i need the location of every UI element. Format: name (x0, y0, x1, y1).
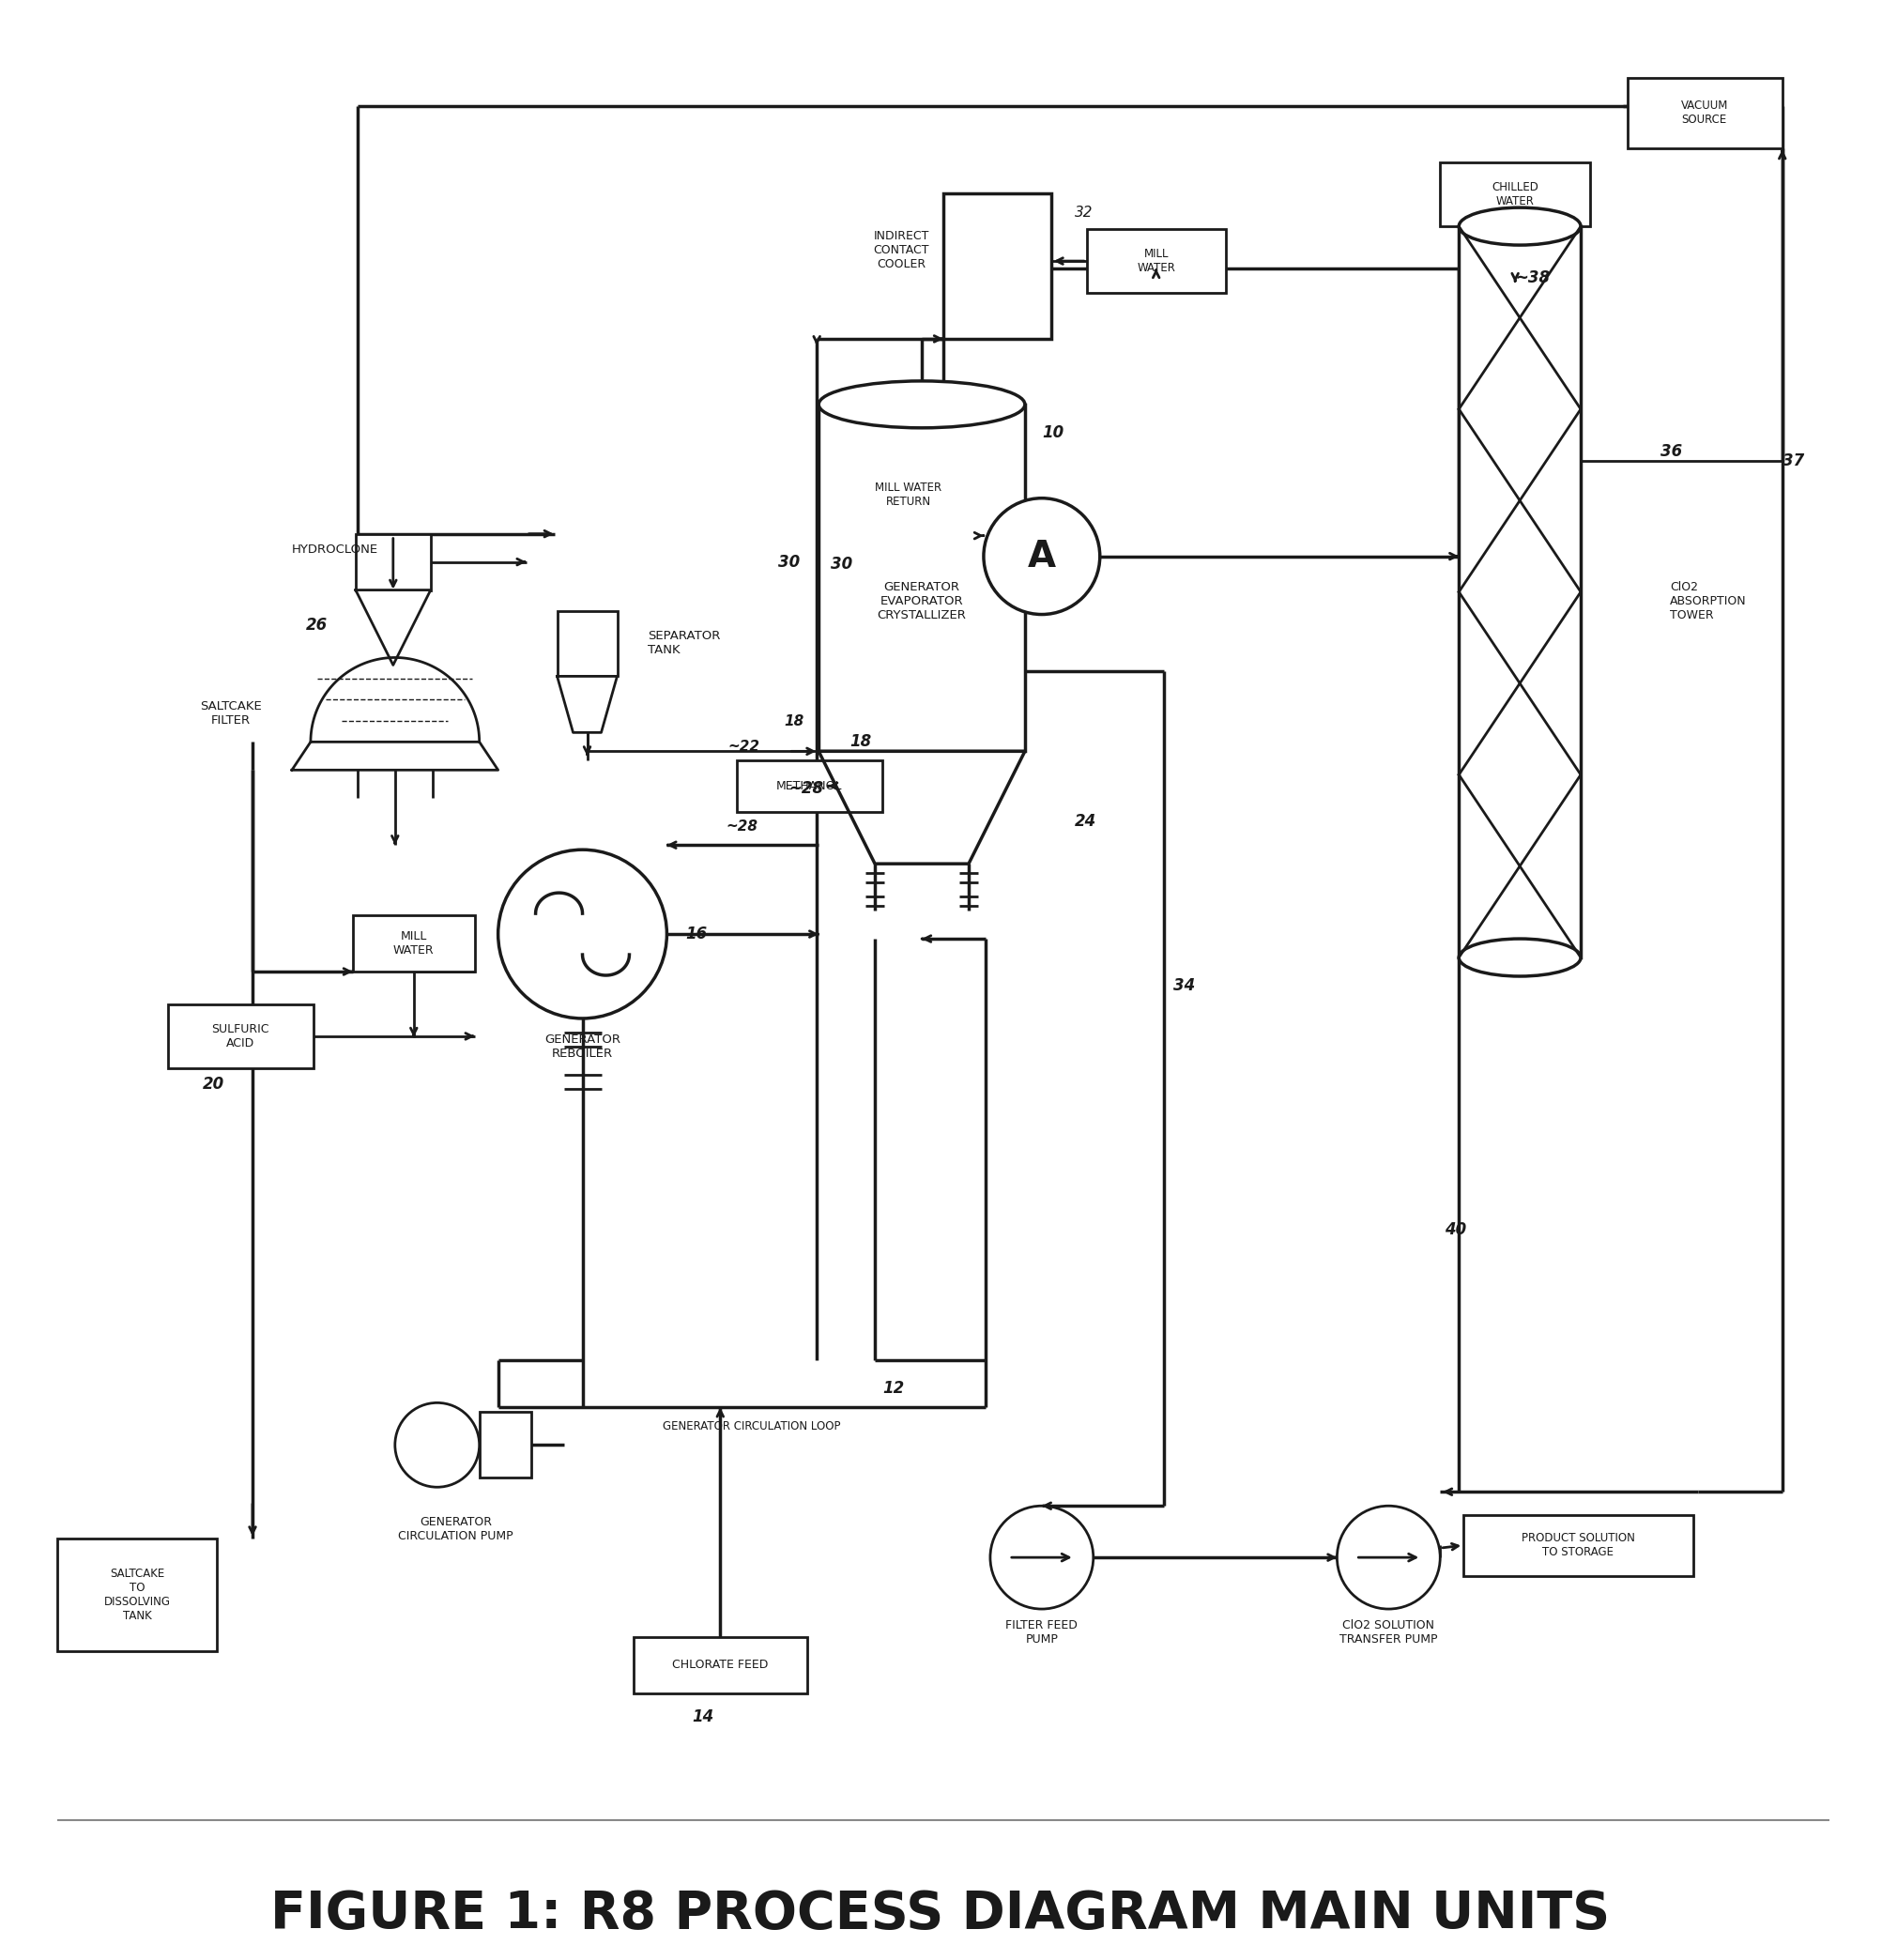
Text: GENERATOR
REBOILER: GENERATOR REBOILER (544, 1033, 621, 1060)
Circle shape (395, 1403, 480, 1488)
Text: SALTCAKE
TO
DISSOLVING
TANK: SALTCAKE TO DISSOLVING TANK (104, 1568, 171, 1623)
Polygon shape (819, 751, 1026, 864)
Text: CHLORATE FEED: CHLORATE FEED (672, 1658, 768, 1672)
Text: PRODUCT SOLUTION
TO STORAGE: PRODUCT SOLUTION TO STORAGE (1521, 1533, 1635, 1558)
Text: ~28: ~28 (789, 780, 824, 798)
Text: SULFURIC
ACID: SULFURIC ACID (211, 1023, 269, 1049)
Bar (819, 404, 1026, 751)
Text: MILL WATER
RETURN: MILL WATER RETURN (875, 482, 943, 508)
Text: SEPARATOR
TANK: SEPARATOR TANK (647, 631, 721, 657)
Polygon shape (311, 657, 480, 743)
Text: 30: 30 (830, 555, 853, 572)
Text: MILL
WATER: MILL WATER (393, 931, 435, 956)
Bar (480, 1411, 531, 1478)
Text: 14: 14 (693, 1709, 713, 1725)
Text: SALTCAKE
FILTER: SALTCAKE FILTER (199, 700, 262, 727)
Text: 30: 30 (777, 553, 800, 570)
Text: MILL
WATER: MILL WATER (1137, 247, 1174, 274)
Bar (356, 533, 431, 590)
Bar (828, 463, 988, 527)
Bar (557, 612, 617, 676)
Text: ~22: ~22 (728, 739, 760, 755)
Text: INDIRECT
CONTACT
COOLER: INDIRECT CONTACT COOLER (873, 229, 930, 270)
Text: VACUUM
SOURCE: VACUUM SOURCE (1681, 100, 1728, 125)
Text: CHILLED
WATER: CHILLED WATER (1492, 182, 1539, 208)
Text: 12: 12 (883, 1380, 903, 1397)
Bar (1440, 163, 1590, 225)
Bar (352, 915, 474, 972)
Circle shape (984, 498, 1099, 613)
Polygon shape (292, 743, 499, 770)
Text: FILTER FEED
PUMP: FILTER FEED PUMP (1005, 1619, 1078, 1646)
Circle shape (990, 1505, 1093, 1609)
Text: 37: 37 (1782, 453, 1805, 468)
Circle shape (499, 851, 666, 1019)
Text: 16: 16 (685, 925, 708, 943)
Bar (167, 1004, 314, 1068)
Bar (1459, 225, 1581, 958)
Bar (1464, 1515, 1694, 1576)
Text: ~28: ~28 (726, 819, 758, 833)
Text: A: A (1028, 539, 1056, 574)
Text: HYDROCLONE: HYDROCLONE (292, 543, 378, 557)
Text: ClO2 SOLUTION
TRANSFER PUMP: ClO2 SOLUTION TRANSFER PUMP (1340, 1619, 1438, 1646)
Bar (738, 760, 883, 811)
Text: 10: 10 (1043, 423, 1063, 441)
Bar (943, 194, 1052, 339)
Text: ClO2
ABSORPTION
TOWER: ClO2 ABSORPTION TOWER (1669, 580, 1746, 621)
Text: METHANOL: METHANOL (775, 780, 843, 792)
Text: 40: 40 (1445, 1221, 1466, 1239)
Text: FIGURE 1: R8 PROCESS DIAGRAM MAIN UNITS: FIGURE 1: R8 PROCESS DIAGRAM MAIN UNITS (271, 1887, 1611, 1938)
Text: GENERATOR
CIRCULATION PUMP: GENERATOR CIRCULATION PUMP (399, 1517, 514, 1543)
Text: 18: 18 (849, 733, 871, 751)
Text: GENERATOR
EVAPORATOR
CRYSTALLIZER: GENERATOR EVAPORATOR CRYSTALLIZER (877, 580, 965, 621)
Text: 20: 20 (203, 1076, 224, 1092)
Polygon shape (557, 676, 617, 733)
Text: 32: 32 (1075, 206, 1093, 220)
Polygon shape (356, 590, 431, 664)
Text: GENERATOR CIRCULATION LOOP: GENERATOR CIRCULATION LOOP (662, 1421, 839, 1433)
Text: 36: 36 (1660, 443, 1683, 461)
Bar (1086, 229, 1225, 292)
Bar (58, 1539, 216, 1650)
Text: 34: 34 (1172, 978, 1195, 994)
Text: 26: 26 (307, 615, 327, 633)
Circle shape (1336, 1505, 1440, 1609)
Bar (1628, 78, 1782, 149)
Ellipse shape (819, 380, 1026, 427)
Text: ~38: ~38 (1515, 269, 1551, 286)
Text: 24: 24 (1075, 813, 1097, 829)
Text: 18: 18 (783, 713, 804, 729)
Ellipse shape (1459, 208, 1581, 245)
Ellipse shape (1459, 939, 1581, 976)
Bar (634, 1637, 807, 1693)
